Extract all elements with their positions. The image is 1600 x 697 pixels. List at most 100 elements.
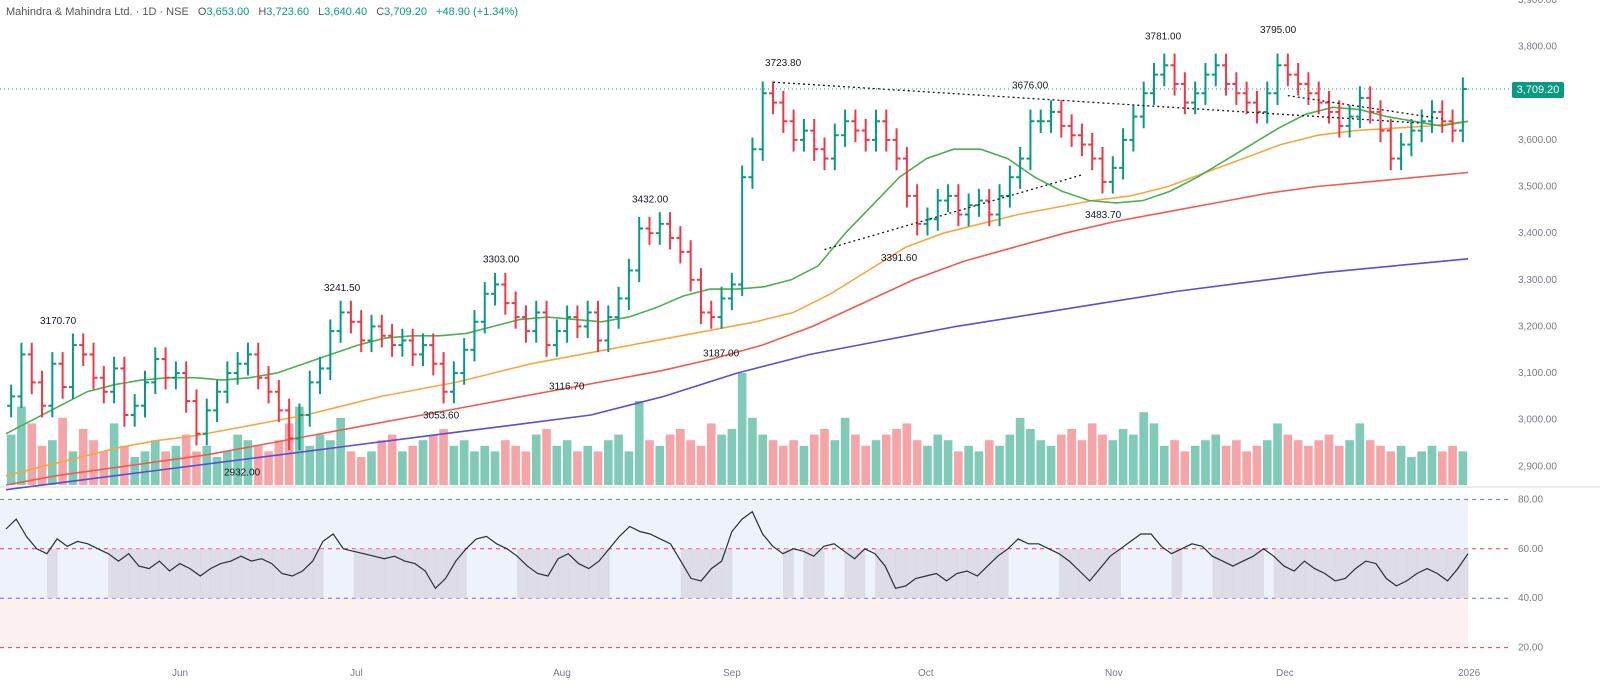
- ohlc-bar: [1397, 132, 1406, 171]
- rsi-shade: [1099, 548, 1111, 599]
- volume-bar: [1252, 445, 1262, 485]
- volume-bar: [779, 445, 788, 485]
- volume-bar: [912, 440, 922, 485]
- volume-bar: [583, 445, 593, 485]
- rsi-shade: [905, 548, 917, 599]
- price-axis-tick: 3,400.00: [1518, 228, 1557, 239]
- low-label: L: [318, 6, 325, 18]
- ohlc-bar: [449, 361, 458, 404]
- volume-bar: [717, 434, 726, 485]
- pivot-label: 3483.70: [1085, 210, 1122, 221]
- high-label: H: [258, 6, 267, 18]
- ohlc-bar: [830, 123, 839, 171]
- ohlc-bar: [1366, 86, 1375, 124]
- pivot-label: 3795.00: [1260, 25, 1297, 36]
- ohlc-bar: [861, 118, 870, 152]
- volume-bar: [253, 445, 263, 485]
- volume-bar: [89, 440, 98, 485]
- rsi-shade: [179, 548, 191, 599]
- volume-bar: [954, 451, 963, 485]
- volume-bar: [37, 445, 47, 485]
- rsi-shade: [997, 548, 1009, 599]
- volume-bar: [748, 417, 757, 485]
- volume-bar: [573, 451, 582, 485]
- trendline: [1287, 94, 1443, 120]
- volume-bar: [1077, 440, 1087, 485]
- ohlc-bar: [810, 118, 819, 161]
- ohlc-bar: [151, 347, 160, 395]
- volume-bar: [1005, 434, 1015, 485]
- rsi-shade: [854, 548, 866, 599]
- change-value: +48.90 (+1.34%): [436, 6, 518, 18]
- rsi-shade: [1212, 548, 1224, 599]
- ohlc-bar: [254, 342, 263, 390]
- chart-header: Mahindra & Mahindra Ltd. · 1D · NSE O3,6…: [6, 6, 518, 18]
- volume-bar: [871, 440, 881, 485]
- rsi-shade: [108, 548, 119, 599]
- rsi-shade: [1437, 548, 1449, 599]
- volume-bar: [624, 451, 634, 485]
- ohlc-bar: [120, 356, 129, 427]
- rsi-shade: [271, 548, 283, 599]
- volume-bar: [1324, 434, 1334, 485]
- rsi-shade: [895, 548, 907, 599]
- ohlc-bar: [1252, 90, 1261, 124]
- volume-bar: [325, 440, 335, 485]
- ohlc-bar: [398, 328, 407, 357]
- volume-bar: [676, 429, 685, 485]
- volume-bar: [1232, 440, 1241, 485]
- rsi-shade: [875, 548, 886, 599]
- ohlc-bar: [1201, 62, 1210, 105]
- volume-bar: [902, 423, 912, 485]
- ohlc-bar: [48, 352, 57, 418]
- rsi-shade: [1059, 548, 1070, 599]
- volume-bar: [1355, 423, 1365, 485]
- volume-bar: [830, 440, 840, 485]
- last-price-badge: 3,709.20: [1512, 82, 1564, 98]
- ohlc-bar: [1119, 128, 1128, 180]
- ohlc-bar: [738, 165, 747, 297]
- ohlc-bar: [645, 216, 654, 245]
- ohlc-bar: [563, 305, 572, 343]
- rsi-shade: [1079, 548, 1091, 599]
- volume-bar: [1067, 429, 1076, 485]
- ohlc-bar: [614, 286, 623, 329]
- volume-bar: [428, 434, 438, 485]
- volume-bar: [99, 451, 109, 485]
- volume-bar: [1293, 440, 1303, 485]
- rsi-shade: [1253, 548, 1265, 599]
- time-axis-tick: 2026: [1458, 668, 1481, 679]
- rsi-shade: [1243, 548, 1254, 599]
- ohlc-bar: [233, 352, 242, 385]
- volume-bar: [686, 440, 695, 485]
- ohlc-bar: [1417, 109, 1426, 143]
- rsi-shade: [1365, 548, 1377, 599]
- ohlc-bar: [213, 380, 222, 423]
- ohlc-bar: [1283, 53, 1292, 87]
- ohlc-bar: [326, 319, 335, 381]
- volume-bar: [645, 440, 654, 485]
- ohlc-bar: [748, 137, 757, 189]
- ohlc-bar: [892, 128, 901, 171]
- rsi-shade: [282, 548, 293, 599]
- rsi-shade: [915, 548, 927, 599]
- rsi-shade: [200, 548, 211, 599]
- rsi-shade: [169, 548, 181, 599]
- rsi-shade: [1447, 548, 1459, 599]
- volume-bar: [706, 423, 716, 485]
- ohlc-bar: [624, 258, 633, 311]
- volume-bar: [1015, 417, 1025, 485]
- rsi-shade: [190, 548, 201, 599]
- rsi-shade: [1355, 548, 1367, 599]
- ohlc-bar: [223, 361, 232, 404]
- ohlc-bar: [944, 184, 953, 213]
- ohlc-bar: [1263, 81, 1272, 124]
- rsi-axis-tick: 60.00: [1518, 544, 1543, 555]
- ohlc-bar: [316, 356, 325, 395]
- volume-bar: [1407, 457, 1416, 485]
- rsi-shade: [1457, 548, 1469, 599]
- volume-bar: [892, 429, 901, 485]
- volume-bar: [531, 434, 541, 485]
